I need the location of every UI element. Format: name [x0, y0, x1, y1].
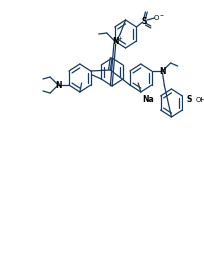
Text: S: S [187, 95, 192, 105]
Text: OH: OH [196, 97, 204, 103]
Text: O$^-$: O$^-$ [153, 13, 165, 21]
Text: +: + [117, 35, 122, 40]
Text: N: N [55, 80, 61, 90]
Text: N: N [112, 38, 119, 47]
Text: Na: Na [142, 95, 154, 105]
Text: N: N [159, 66, 166, 76]
Text: S: S [142, 17, 147, 25]
